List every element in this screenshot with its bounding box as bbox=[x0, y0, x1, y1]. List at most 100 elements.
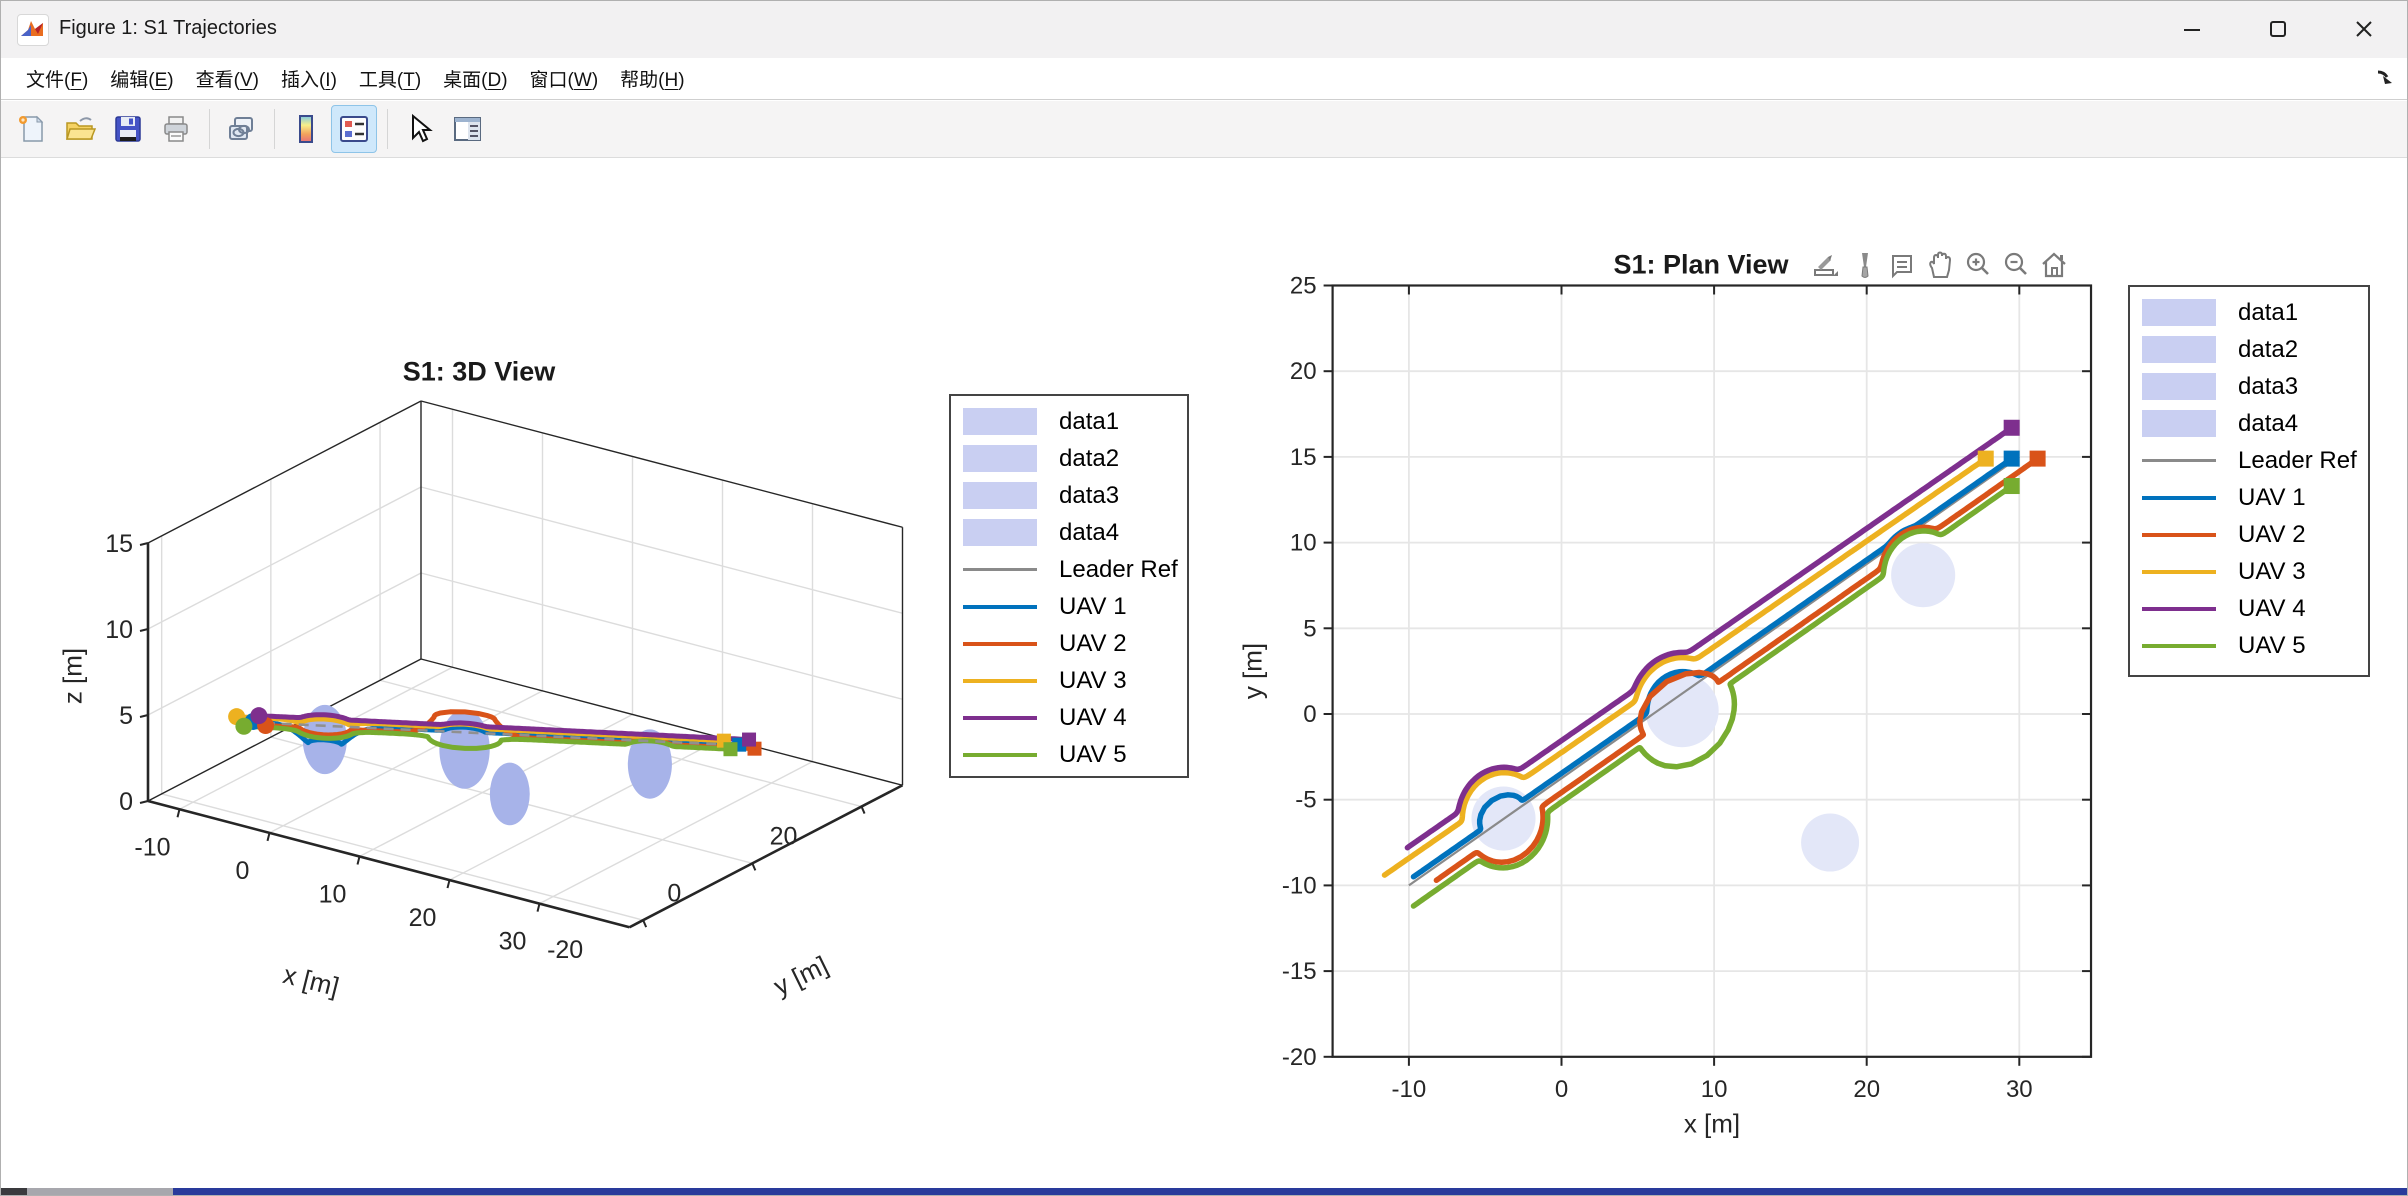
legend-row: data3 bbox=[2130, 368, 2368, 405]
legend-row: data1 bbox=[2130, 294, 2368, 331]
svg-text:0: 0 bbox=[1555, 1076, 1568, 1103]
colorbar-icon bbox=[299, 115, 313, 143]
figure-canvas: S1: 3D View 0 5 10 15 -10 0 10 20 30 -20 0 20 x [m]… bbox=[1, 158, 2408, 1191]
legend-label: UAV 1 bbox=[1059, 592, 1127, 620]
legend-label: data3 bbox=[1059, 481, 1120, 509]
svg-text:-20: -20 bbox=[1282, 1044, 1317, 1071]
svg-text:-10: -10 bbox=[134, 833, 170, 861]
open-file-button[interactable] bbox=[57, 105, 103, 153]
restore-view-button[interactable] bbox=[2035, 246, 2073, 284]
insert-colorbar-button[interactable] bbox=[283, 105, 329, 153]
menu-item-F[interactable]: 文件(F) bbox=[26, 70, 89, 91]
menu-item-H[interactable]: 帮助(H) bbox=[620, 70, 685, 91]
legend-line-swatch bbox=[963, 678, 1037, 683]
legend-label: UAV 3 bbox=[2238, 557, 2306, 585]
zoom-in-button[interactable] bbox=[1959, 246, 1997, 284]
insert-legend-button[interactable] bbox=[331, 105, 377, 153]
legend-line-swatch bbox=[2142, 569, 2216, 574]
maximize-button[interactable] bbox=[2235, 1, 2321, 57]
legend-line-swatch bbox=[2142, 643, 2216, 648]
legend-label: Leader Ref bbox=[1059, 555, 1178, 583]
zoom-out-button[interactable] bbox=[1997, 246, 2035, 284]
legend-patch-swatch bbox=[963, 408, 1037, 435]
axes-toolbar bbox=[1807, 246, 2073, 284]
close-button[interactable] bbox=[2321, 1, 2407, 57]
legend-icon bbox=[340, 116, 368, 142]
menu-item-I[interactable]: 插入(I) bbox=[280, 70, 337, 91]
property-inspector-button[interactable] bbox=[444, 105, 490, 153]
legend-patch-swatch bbox=[963, 519, 1037, 546]
plot3d-title: S1: 3D View bbox=[402, 356, 556, 387]
legend-patch-swatch bbox=[2142, 336, 2216, 363]
menu-item-W[interactable]: 窗口(W) bbox=[529, 70, 599, 91]
legend-label: UAV 1 bbox=[2238, 483, 2306, 511]
printer-icon bbox=[164, 116, 188, 142]
svg-text:10: 10 bbox=[319, 880, 347, 908]
minimize-button[interactable] bbox=[2149, 1, 2235, 57]
taskbar-segment bbox=[1, 1188, 27, 1195]
svg-text:30: 30 bbox=[2006, 1076, 2033, 1103]
svg-text:-10: -10 bbox=[1392, 1076, 1427, 1103]
plan-view-axes[interactable]: -10 0 10 20 30 -20 -15 -10 -5 0 5 10 15 20 25 bbox=[1241, 231, 2408, 1191]
legend-row: UAV 3 bbox=[2130, 553, 2368, 590]
svg-text:5: 5 bbox=[119, 702, 133, 730]
legend-label: UAV 4 bbox=[1059, 703, 1127, 731]
legend-label: data1 bbox=[2238, 298, 2299, 326]
legend-line-swatch bbox=[963, 715, 1037, 720]
legend-row: Leader Ref bbox=[2130, 442, 2368, 479]
plan-title: S1: Plan View bbox=[1613, 249, 1789, 280]
taskbar-strip bbox=[1, 1188, 2407, 1195]
title-bar[interactable]: Figure 1: S1 Trajectories bbox=[1, 1, 2407, 59]
svg-text:10: 10 bbox=[1290, 530, 1317, 557]
print-figure-button[interactable] bbox=[153, 105, 199, 153]
zoom-out-icon bbox=[2004, 252, 2027, 275]
zoom-in-icon bbox=[1966, 252, 1989, 275]
svg-text:-5: -5 bbox=[1295, 787, 1316, 814]
legend-box[interactable]: data1 data2 data3 data4 Leader Ref UAV 1 UAV 2… bbox=[2128, 285, 2370, 677]
plan-xlabel: x [m] bbox=[1683, 1108, 1741, 1139]
matlab-logo-icon bbox=[17, 14, 49, 46]
dock-figure-button[interactable] bbox=[2371, 63, 2401, 93]
legend-line-swatch bbox=[963, 568, 1037, 571]
legend-row: data2 bbox=[2130, 331, 2368, 368]
legend-line-swatch bbox=[963, 604, 1037, 609]
brush-button[interactable] bbox=[1845, 246, 1883, 284]
new-document-icon bbox=[19, 115, 44, 142]
svg-text:10: 10 bbox=[105, 616, 133, 644]
legend-box[interactable]: data1 data2 data3 data4 Leader Ref UAV 1 UAV 2… bbox=[949, 394, 1189, 778]
legend-label: UAV 5 bbox=[1059, 740, 1127, 768]
legend-row: data1 bbox=[951, 403, 1187, 440]
pan-button[interactable] bbox=[1921, 246, 1959, 284]
link-plot-button[interactable] bbox=[218, 105, 264, 153]
save-floppy-icon bbox=[115, 116, 141, 142]
menu-item-V[interactable]: 查看(V) bbox=[195, 70, 259, 91]
legend-line-swatch bbox=[963, 641, 1037, 646]
new-figure-button[interactable] bbox=[9, 105, 55, 153]
legend-label: data2 bbox=[1059, 444, 1120, 472]
menu-item-D[interactable]: 桌面(D) bbox=[443, 70, 508, 91]
menu-item-E[interactable]: 编辑(E) bbox=[110, 70, 174, 91]
export-icon bbox=[1814, 255, 1838, 276]
window-title: Figure 1: S1 Trajectories bbox=[59, 17, 277, 39]
legend-row: UAV 2 bbox=[951, 625, 1187, 662]
svg-text:-10: -10 bbox=[1282, 872, 1317, 899]
legend-row: data4 bbox=[951, 514, 1187, 551]
menu-item-T[interactable]: 工具(T) bbox=[358, 70, 422, 91]
export-button[interactable] bbox=[1807, 246, 1845, 284]
legend-label: data2 bbox=[2238, 335, 2299, 363]
link-plot-icon bbox=[229, 117, 253, 140]
svg-text:0: 0 bbox=[119, 788, 133, 816]
legend-label: UAV 4 bbox=[2238, 594, 2306, 622]
datatips-button[interactable] bbox=[1883, 246, 1921, 284]
save-figure-button[interactable] bbox=[105, 105, 151, 153]
pointer-arrow-icon bbox=[412, 113, 433, 143]
legend-label: data4 bbox=[1059, 518, 1120, 546]
svg-text:20: 20 bbox=[1853, 1076, 1880, 1103]
edit-plot-button[interactable] bbox=[396, 105, 442, 153]
legend-patch-swatch bbox=[963, 445, 1037, 472]
svg-text:0: 0 bbox=[1303, 701, 1316, 728]
toolbar-separator bbox=[209, 109, 210, 149]
legend-row: UAV 2 bbox=[2130, 516, 2368, 553]
